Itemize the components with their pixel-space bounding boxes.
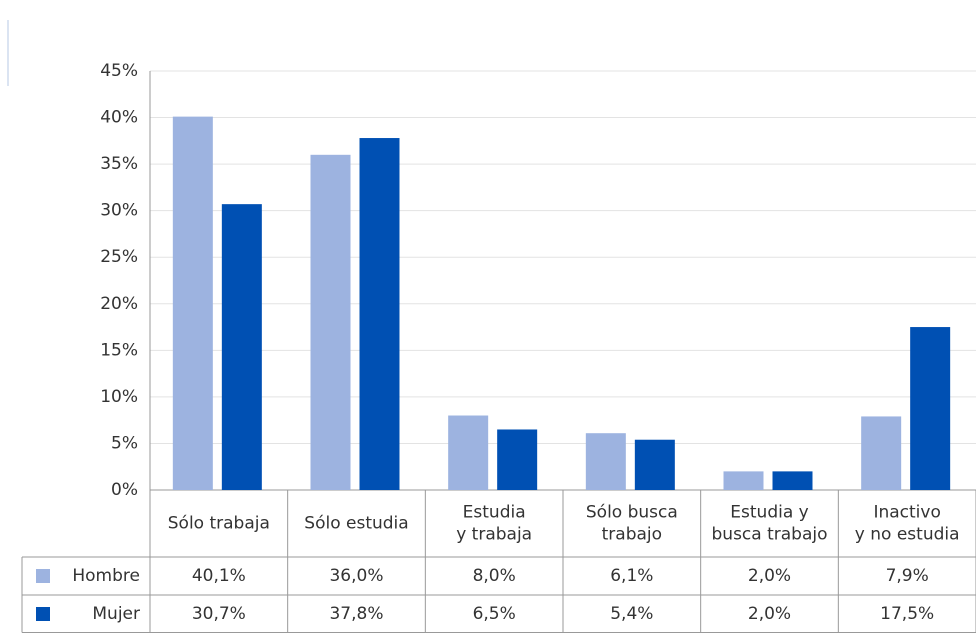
legend-label: Hombre	[72, 566, 140, 586]
y-tick-label: 10%	[100, 387, 138, 407]
legend-label: Mujer	[92, 604, 140, 624]
x-tick-label: Inactivo y no estudia	[855, 503, 960, 545]
bar	[634, 439, 675, 490]
data-label: 8,0%	[473, 566, 516, 586]
y-tick-label: 30%	[100, 201, 138, 221]
data-label: 6,5%	[473, 604, 516, 624]
data-label: 2,0%	[748, 604, 791, 624]
bar	[772, 471, 813, 490]
bar	[497, 429, 538, 490]
y-tick-label: 20%	[100, 294, 138, 314]
data-label: 17,5%	[880, 604, 934, 624]
x-tick-label: Sólo busca trabajo	[586, 503, 678, 545]
x-tick-label: Sólo estudia	[304, 514, 408, 534]
y-tick-label: 5%	[111, 433, 138, 453]
data-label: 5,4%	[610, 604, 653, 624]
bar	[448, 415, 489, 490]
x-tick-label: Estudia y busca trabajo	[712, 503, 828, 545]
x-tick-label: Sólo trabaja	[168, 514, 270, 534]
bar	[310, 154, 351, 491]
data-label: 37,8%	[329, 604, 383, 624]
bar	[359, 138, 400, 491]
bar	[861, 416, 902, 490]
x-tick-label: Estudia y trabaja	[456, 503, 532, 545]
data-label: 2,0%	[748, 566, 791, 586]
y-tick-label: 45%	[100, 61, 138, 81]
data-label: 30,7%	[192, 604, 246, 624]
bar	[172, 116, 213, 490]
bar	[723, 471, 764, 490]
data-label: 40,1%	[192, 566, 246, 586]
bar	[585, 433, 626, 490]
bar	[221, 204, 262, 490]
y-tick-label: 40%	[100, 108, 138, 128]
data-label: 6,1%	[610, 566, 653, 586]
y-tick-label: 25%	[100, 247, 138, 267]
y-tick-label: 0%	[111, 480, 138, 500]
legend-swatch	[36, 569, 50, 583]
bar	[910, 327, 951, 490]
y-tick-label: 35%	[100, 154, 138, 174]
y-tick-label: 15%	[100, 340, 138, 360]
legend-swatch	[36, 607, 50, 621]
data-label: 36,0%	[329, 566, 383, 586]
data-label: 7,9%	[886, 566, 929, 586]
